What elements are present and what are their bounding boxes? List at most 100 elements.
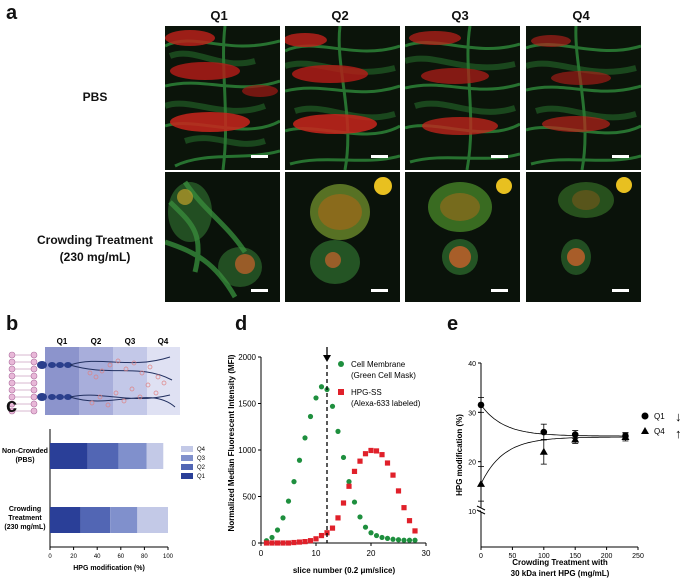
data-point-hpg bbox=[313, 536, 319, 542]
data-point-hpg bbox=[362, 451, 369, 457]
x-axis-label: Crowding Treatment with bbox=[512, 558, 608, 567]
data-point-q4 bbox=[539, 447, 548, 455]
bar-segment-q1 bbox=[50, 507, 81, 533]
data-point-hpg bbox=[318, 532, 325, 539]
scale-bar bbox=[371, 155, 388, 158]
legend-label: Q1 bbox=[197, 474, 206, 480]
chart-d: Normalized Median Fluorescent Intensity … bbox=[220, 335, 445, 579]
data-point-hpg bbox=[274, 540, 281, 546]
micrograph-pbs-q3-image bbox=[405, 26, 520, 170]
x-tick-label: 10 bbox=[312, 549, 321, 558]
bar-segment-q2 bbox=[87, 443, 119, 469]
x-tick-label: 0 bbox=[479, 553, 483, 560]
micrograph-crowding-q3-image bbox=[405, 172, 520, 302]
data-point-hpg bbox=[296, 539, 303, 545]
row-label: Non-Crowded bbox=[2, 448, 48, 455]
x-tick-label: 40 bbox=[94, 554, 101, 560]
bar-segment-q4 bbox=[137, 507, 168, 533]
schematic-q1: Q1 bbox=[57, 337, 68, 346]
data-point-membrane bbox=[340, 454, 347, 461]
data-point-hpg bbox=[291, 539, 297, 546]
data-point-hpg bbox=[351, 468, 358, 474]
data-point-hpg bbox=[357, 458, 363, 464]
y-tick-label: 500 bbox=[243, 493, 257, 502]
legend-marker-q4 bbox=[641, 427, 649, 434]
legend-d: Cell Membrane (Green Cell Mask) HPG-SS (… bbox=[338, 360, 421, 408]
axis-break bbox=[476, 505, 486, 511]
data-point-membrane bbox=[406, 537, 413, 543]
row-label: (230 mg/mL) bbox=[4, 524, 45, 531]
schematic-q4: Q4 bbox=[158, 337, 169, 346]
schematic-membrane: Q1 Q2 Q3 Q4 bbox=[0, 335, 180, 415]
row-label-crowding: Crowding Treatment bbox=[36, 233, 153, 247]
arrow-up-icon: ↑ bbox=[675, 426, 682, 441]
micrograph-pbs-q1 bbox=[165, 26, 280, 170]
data-point-membrane bbox=[362, 524, 369, 530]
y-tick-label: 2000 bbox=[238, 353, 256, 362]
x-tick-label: 150 bbox=[569, 553, 581, 560]
y-tick-label: 10 bbox=[468, 509, 476, 516]
legend-label: Q1 bbox=[654, 412, 665, 421]
row-label: Crowding bbox=[9, 506, 41, 513]
y-tick-label: 0 bbox=[252, 539, 257, 548]
legend-label: HPG-SS bbox=[351, 388, 382, 397]
y-axis-label: HPG modification (%) bbox=[455, 414, 464, 496]
data-point-membrane bbox=[280, 515, 286, 521]
data-point-hpg bbox=[280, 540, 286, 546]
x-tick-label: 0 bbox=[48, 554, 52, 560]
bar-segment-q1 bbox=[50, 443, 88, 469]
micrograph-pbs-q4 bbox=[526, 26, 641, 170]
down-arrow-head bbox=[323, 355, 331, 362]
data-point-hpg bbox=[263, 540, 270, 546]
micrograph-pbs-q1-image bbox=[165, 26, 280, 170]
schematic-q2: Q2 bbox=[91, 337, 102, 346]
scale-bar bbox=[612, 155, 629, 158]
data-point-membrane bbox=[390, 536, 396, 542]
data-point-membrane bbox=[357, 514, 363, 520]
data-point-hpg bbox=[335, 515, 341, 521]
scale-bar bbox=[612, 289, 629, 292]
legend-label: (Alexa-633 labeled) bbox=[351, 399, 421, 408]
data-point-hpg bbox=[373, 448, 380, 454]
legend-swatch-q4 bbox=[181, 446, 193, 452]
data-point-membrane bbox=[302, 435, 308, 441]
chart-c-svg: Non-Crowded (PBS) Crowding Treatment (23… bbox=[2, 429, 206, 572]
data-point-membrane bbox=[395, 537, 402, 543]
scale-bar bbox=[491, 155, 508, 158]
x-tick-label: 250 bbox=[632, 553, 644, 560]
micrograph-crowding-q4-image bbox=[526, 172, 641, 302]
data-point-hpg bbox=[302, 539, 308, 545]
micrograph-crowding-q1 bbox=[165, 172, 280, 302]
legend-label: Q4 bbox=[197, 447, 206, 453]
legend-marker-q1 bbox=[641, 412, 649, 420]
data-point-membrane bbox=[401, 537, 407, 543]
data-point-hpg bbox=[401, 505, 407, 511]
data-point-membrane bbox=[351, 499, 358, 505]
y-tick-label: 1500 bbox=[238, 400, 256, 409]
panel-letter-c: c bbox=[6, 395, 18, 417]
legend-e: Q1 Q4 ↓ ↑ bbox=[641, 409, 682, 441]
micrograph-pbs-q4-image bbox=[526, 26, 641, 170]
legend-swatch-q3 bbox=[181, 455, 193, 461]
panel-letter-a: a bbox=[6, 2, 18, 24]
data-point-membrane bbox=[285, 498, 292, 504]
legend-swatch-q1 bbox=[181, 473, 193, 479]
fit-curve-q1 bbox=[480, 404, 628, 437]
data-point-hpg bbox=[379, 452, 385, 458]
y-tick-label: 30 bbox=[468, 410, 476, 417]
row-label-crowding-conc: (230 mg/mL) bbox=[59, 250, 131, 264]
data-point-q4 bbox=[621, 433, 630, 440]
legend-label: Q4 bbox=[654, 427, 665, 436]
chart-e: HPG modification (%) 0 50 100 150 200 250 10 20… bbox=[440, 335, 685, 579]
legend-label: (Green Cell Mask) bbox=[351, 371, 416, 380]
x-tick-label: 200 bbox=[601, 553, 613, 560]
x-axis-label: 30 kDa inert HPG (mg/mL) bbox=[511, 569, 610, 578]
scale-bar bbox=[251, 155, 268, 158]
data-point-hpg bbox=[406, 518, 413, 524]
quarter-heading: Q3 bbox=[451, 8, 469, 23]
row-label: (PBS) bbox=[15, 457, 34, 464]
data-point-hpg bbox=[285, 540, 292, 546]
scale-bar bbox=[491, 289, 508, 292]
data-point-membrane bbox=[384, 535, 391, 541]
bar-segment-q3 bbox=[110, 507, 138, 533]
